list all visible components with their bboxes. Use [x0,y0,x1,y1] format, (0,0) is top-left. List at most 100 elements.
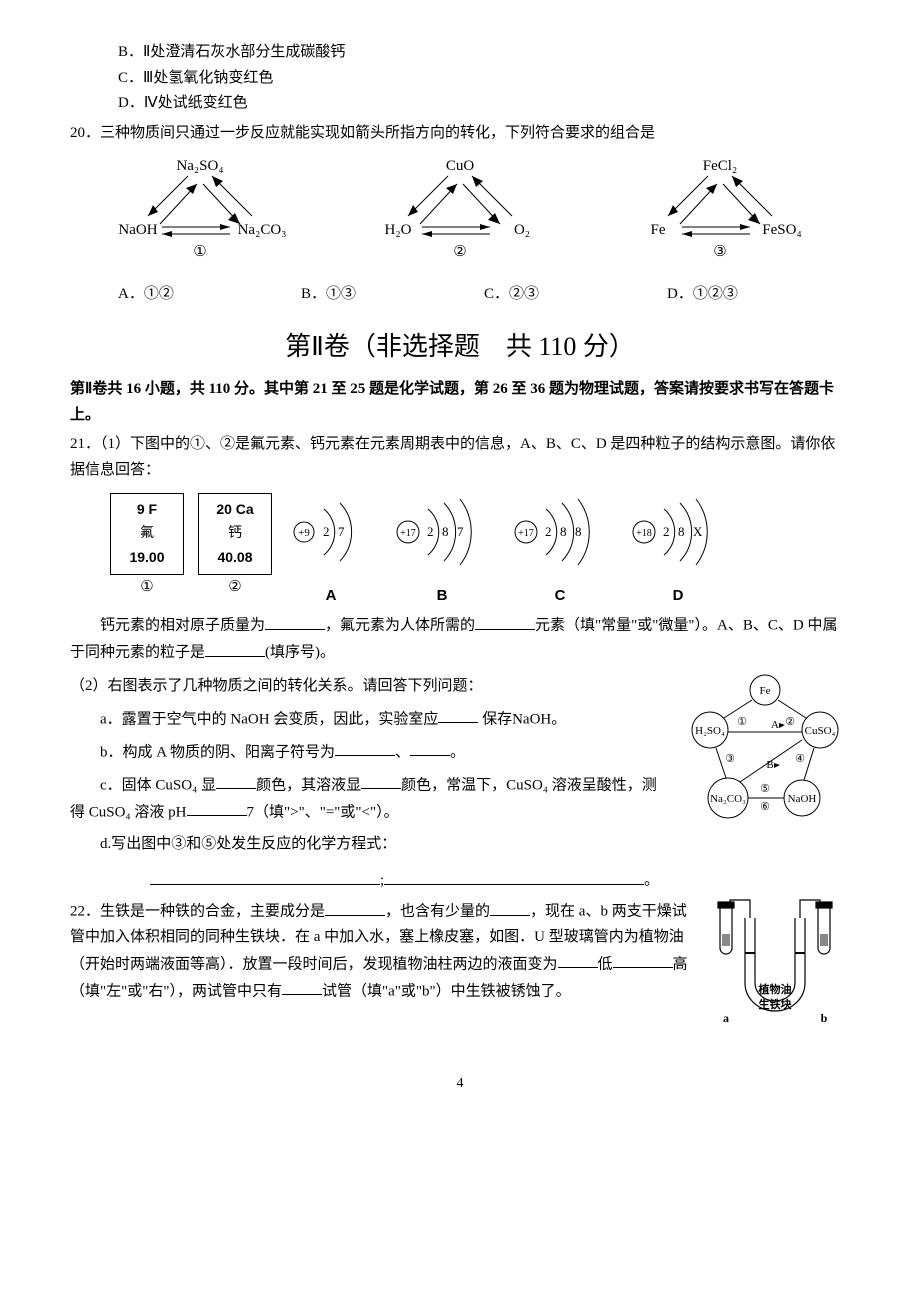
svg-text:④: ④ [795,753,805,765]
svg-text:NaOH: NaOH [788,793,817,805]
svg-text:植物油: 植物油 [758,982,792,996]
blank [335,739,395,757]
svg-text:+9: +9 [298,527,310,539]
q21-a2: 保存NaOH。 [482,711,566,727]
atom-a: +9 2 7 A [286,497,376,608]
svg-text:⑤: ⑤ [760,783,770,795]
blank [216,772,256,790]
blank [150,867,380,885]
svg-text:①: ① [737,716,747,728]
svg-text:+18: +18 [636,528,652,539]
atom-c: +17 2 8 8 C [508,497,612,608]
blank [475,612,535,630]
q19-option-b: B．Ⅱ处澄清石灰水部分生成碳酸钙 [118,40,850,66]
q20-choice-d: D．①②③ [667,282,850,308]
svg-text:②: ② [453,244,466,260]
svg-text:8: 8 [575,524,582,539]
svg-text:FeCl₂: FeCl₂ [703,158,737,174]
q21-figure-row: 9 F 氟 19.00 ① 20 Ca 钙 40.08 ② +9 2 7 A +… [110,493,850,608]
q19-option-d: D．Ⅳ处试纸变红色 [118,91,850,117]
blank [613,951,673,969]
q21-c2: 颜色，其溶液显 [256,777,361,793]
atom-c-label: C [508,583,612,609]
svg-text:b: b [821,1011,828,1025]
blank [325,898,385,916]
triangle-diagram-2-svg: CuO H₂O O₂ ② [360,154,560,264]
atom-a-label: A [286,583,376,609]
q21-b2: 、 [395,744,410,760]
svg-text:A: A [771,719,779,731]
q21-p1a: 钙元素的相对原子质量为 [100,618,265,634]
q21-c4: 7（填">"、"="或"<"）。 [247,804,399,820]
q20-stem: 20．三种物质间只通过一步反应就能实现如箭头所指方向的转化，下列符合要求的组合是 [70,121,850,147]
svg-text:+17: +17 [518,528,534,539]
svg-text:8: 8 [560,524,567,539]
svg-text:Na₂CO₃: Na₂CO₃ [238,222,287,238]
q20-diagram-2: CuO H₂O O₂ ② [330,154,590,274]
triangle-diagram-3-svg: FeCl₂ Fe FeSO₄ ③ [620,154,820,264]
svg-text:②: ② [785,716,795,728]
svg-text:⑥: ⑥ [760,801,770,813]
page-number: 4 [70,1072,850,1096]
svg-text:Na₂SO₄: Na₂SO₄ [176,158,223,174]
pt1-top: 9 F [111,498,183,522]
pt2-mid: 钙 [199,522,271,546]
svg-text:2: 2 [427,524,434,539]
triangle-diagram-1-svg: Na₂SO₄ NaOH Na₂CO₃ ① [100,154,300,264]
svg-text:CuSO₄: CuSO₄ [805,725,836,737]
svg-text:生铁块: 生铁块 [759,997,793,1011]
q20-diagrams: Na₂SO₄ NaOH Na₂CO₃ ① CuO H₂O O₂ ② Fe [70,154,850,274]
pt-box-1: 9 F 氟 19.00 ① [110,493,184,600]
pt2-label: ② [198,575,272,601]
q21-b3: 。 [450,744,465,760]
blank [361,772,401,790]
svg-text:H₂O: H₂O [385,222,412,238]
svg-text:7: 7 [457,524,464,539]
blank [490,898,530,916]
svg-text:Fe: Fe [651,222,666,238]
pt2-bot: 40.08 [199,546,271,570]
q21-d-blanks: ;。 [150,867,850,894]
blank [384,867,644,885]
svg-text:FeSO₄: FeSO₄ [762,222,801,238]
q21-p1d: (填序号)。 [265,645,335,661]
svg-text:NaOH: NaOH [118,222,157,238]
svg-text:③: ③ [725,753,735,765]
atom-b: +17 2 8 7 B [390,497,494,608]
svg-text:①: ① [193,244,206,260]
q22-p1: 22．生铁是一种铁的合金，主要成分是 [70,904,325,920]
q21-a1: a．露置于空气中的 NaOH 会变质，因此，实验室应 [100,711,438,727]
blank [558,951,598,969]
q20-choice-c: C．②③ [484,282,667,308]
svg-text:a: a [723,1011,729,1025]
pt2-top: 20 Ca [199,498,271,522]
q21-p1: 钙元素的相对原子质量为，氟元素为人体所需的元素（填"常量"或"微量"）。A、B、… [70,612,850,666]
blank [438,706,478,724]
q20-choice-b: B．①③ [301,282,484,308]
svg-text:Fe: Fe [760,685,771,697]
atom-d: +18 2 8 X D [626,497,730,608]
blank [205,639,265,657]
svg-text:O₂: O₂ [514,222,530,238]
svg-text:CuO: CuO [446,158,475,174]
blank [187,799,247,817]
atom-b-label: B [390,583,494,609]
blank [265,612,325,630]
q19-option-c: C．Ⅲ处氢氧化钠变红色 [118,66,850,92]
q21-circle-diagram: Fe H₂SO₄ CuSO₄ Na₂CO₃ NaOH A B ① ② ③ ④ ⑤… [680,670,850,840]
pt1-mid: 氟 [111,522,183,546]
svg-text:2: 2 [545,524,552,539]
blank [410,739,450,757]
q20-choice-a: A．①② [118,282,301,308]
q20-diagram-3: FeCl₂ Fe FeSO₄ ③ [590,154,850,274]
svg-text:+17: +17 [400,528,416,539]
q20-diagram-1: Na₂SO₄ NaOH Na₂CO₃ ① [70,154,330,274]
q22-p6: 试管（填"a"或"b"）中生铁被锈蚀了。 [322,983,571,999]
q21-stem: 21．（1）下图中的①、②是氟元素、钙元素在元素周期表中的信息，A、B、C、D … [70,432,850,483]
atom-d-label: D [626,583,730,609]
q22-p4: 低 [598,956,613,972]
svg-text:Na₂CO₃: Na₂CO₃ [710,793,746,805]
section2-title: 第Ⅱ卷（非选择题 共 110 分） [70,325,850,369]
svg-text:7: 7 [338,524,345,539]
section2-intro: 第Ⅱ卷共 16 小题，共 110 分。其中第 21 至 25 题是化学试题，第 … [70,377,850,428]
